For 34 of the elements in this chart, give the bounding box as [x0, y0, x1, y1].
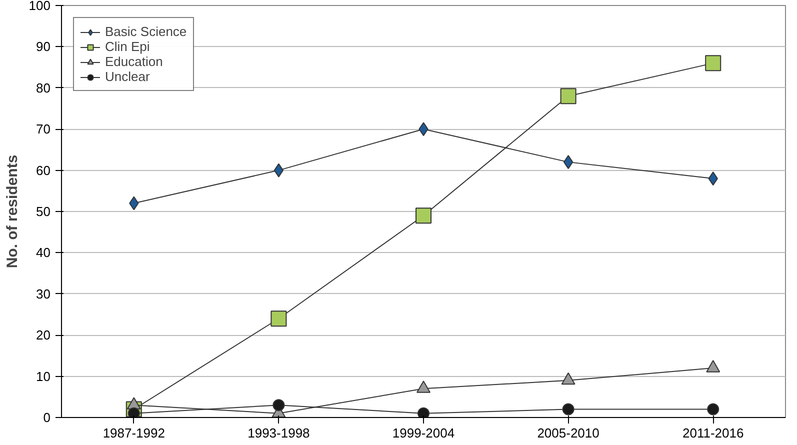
legend-label: Education	[105, 54, 163, 69]
y-tick-label: 10	[36, 368, 51, 384]
x-tick-label: 1999-2004	[392, 426, 455, 440]
legend-label: Unclear	[105, 69, 150, 84]
y-tick-label: 90	[36, 39, 51, 54]
x-tick-label: 2005-2010	[537, 426, 600, 440]
y-tick-label: 40	[36, 245, 51, 260]
y-tick-label: 30	[36, 286, 51, 302]
y-tick-label: 50	[36, 204, 51, 219]
y-tick-label: 20	[36, 328, 51, 343]
y-tick-label: 100	[28, 0, 51, 13]
x-tick-label: 1993-1998	[248, 426, 310, 440]
x-tick-label: 1987-1992	[102, 426, 165, 440]
point	[706, 360, 720, 372]
point	[274, 163, 284, 178]
point	[562, 403, 574, 416]
point	[272, 399, 285, 412]
point	[418, 407, 430, 418]
x-tick-label: 2011-2016	[682, 426, 744, 440]
y-tick-label: 60	[36, 162, 51, 178]
y-axis-title: No. of residents	[4, 154, 21, 268]
y-tick-label: 0	[43, 410, 51, 425]
y-tick-label: 70	[36, 122, 51, 137]
point	[561, 372, 576, 385]
legend-label: Clin Epi	[105, 39, 150, 54]
point	[560, 88, 576, 104]
point	[270, 310, 287, 327]
y-tick-label: 80	[36, 80, 51, 96]
point	[563, 155, 574, 170]
point	[705, 55, 722, 72]
point	[707, 403, 720, 416]
point	[416, 380, 430, 393]
point	[416, 208, 432, 224]
legend-label: Basic Science	[105, 24, 187, 39]
